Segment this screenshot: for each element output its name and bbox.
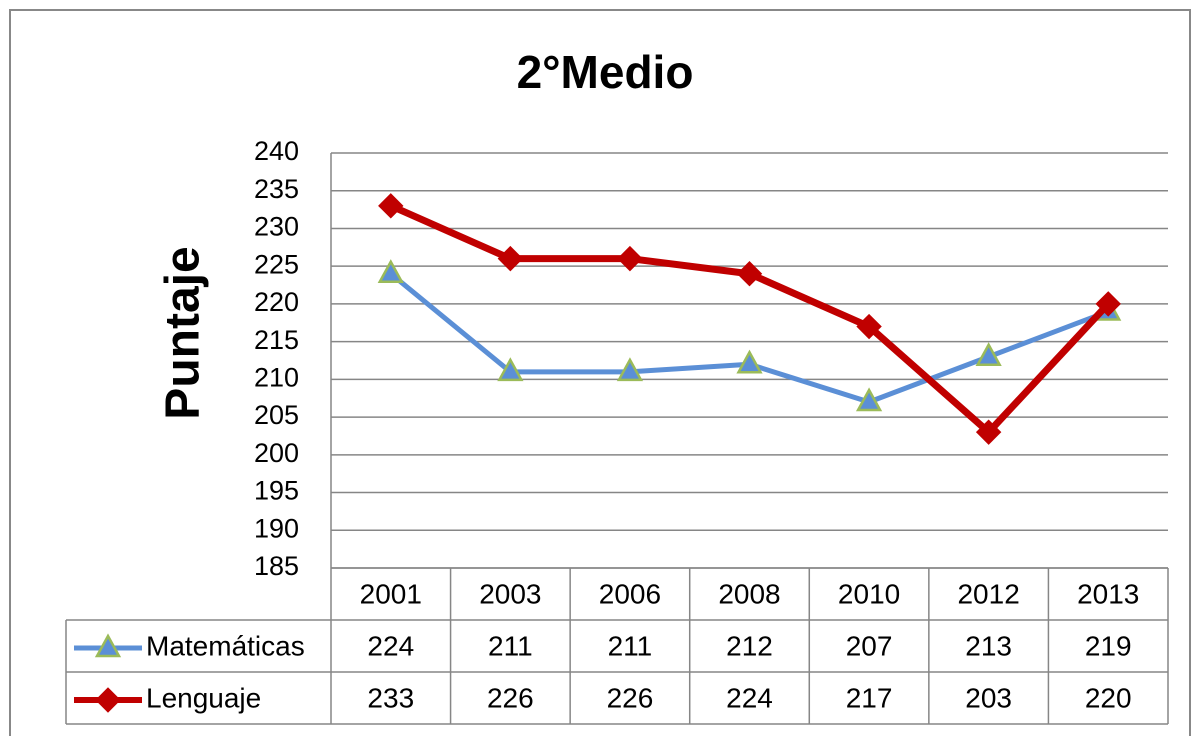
table-value: 224 — [726, 682, 773, 713]
marker — [377, 259, 404, 283]
legend-label: Lenguaje — [146, 682, 261, 713]
table-value: 207 — [846, 630, 893, 661]
table-value: 213 — [965, 630, 1012, 661]
x-tick-label: 2008 — [718, 578, 780, 609]
x-tick-label: 2001 — [360, 578, 422, 609]
y-tick-label: 185 — [254, 551, 299, 581]
y-tick-label: 240 — [254, 136, 299, 166]
chart-title: 2°Medio — [517, 46, 694, 98]
table-value: 212 — [726, 630, 773, 661]
table-value: 220 — [1085, 682, 1132, 713]
table-value: 217 — [846, 682, 893, 713]
y-tick-label: 195 — [254, 476, 299, 506]
marker — [378, 193, 404, 219]
table-value: 211 — [488, 630, 533, 661]
table-value: 224 — [367, 630, 414, 661]
marker — [1095, 291, 1121, 317]
table-value: 226 — [607, 682, 654, 713]
table-value: 211 — [608, 630, 653, 661]
marker — [94, 633, 122, 658]
marker — [497, 245, 524, 272]
table-value: 233 — [367, 682, 414, 713]
marker — [975, 419, 1002, 445]
legend-label: Matemáticas — [146, 630, 305, 661]
x-tick-label: 2006 — [599, 578, 661, 609]
table-value: 219 — [1085, 630, 1132, 661]
marker — [95, 687, 121, 713]
marker — [856, 313, 882, 340]
y-axis-label: Puntaje — [157, 246, 210, 419]
y-tick-label: 190 — [254, 513, 299, 543]
x-tick-label: 2012 — [957, 578, 1019, 609]
x-tick-label: 2003 — [479, 578, 541, 609]
y-tick-label: 215 — [254, 325, 299, 355]
y-tick-label: 205 — [254, 400, 299, 430]
y-tick-label: 225 — [254, 249, 299, 279]
table-value: 226 — [487, 682, 534, 713]
marker — [497, 357, 524, 382]
marker — [975, 342, 1002, 366]
table-value: 203 — [965, 682, 1012, 713]
y-tick-label: 220 — [254, 287, 299, 317]
x-tick-label: 2013 — [1077, 578, 1139, 609]
y-tick-label: 235 — [254, 174, 299, 204]
marker — [736, 261, 763, 287]
marker — [736, 349, 763, 374]
y-tick-label: 230 — [254, 212, 299, 242]
marker — [616, 357, 644, 382]
marker — [617, 245, 643, 272]
x-tick-label: 2010 — [838, 578, 900, 609]
marker — [855, 387, 883, 412]
y-tick-label: 210 — [254, 362, 299, 392]
y-tick-label: 200 — [254, 438, 299, 468]
